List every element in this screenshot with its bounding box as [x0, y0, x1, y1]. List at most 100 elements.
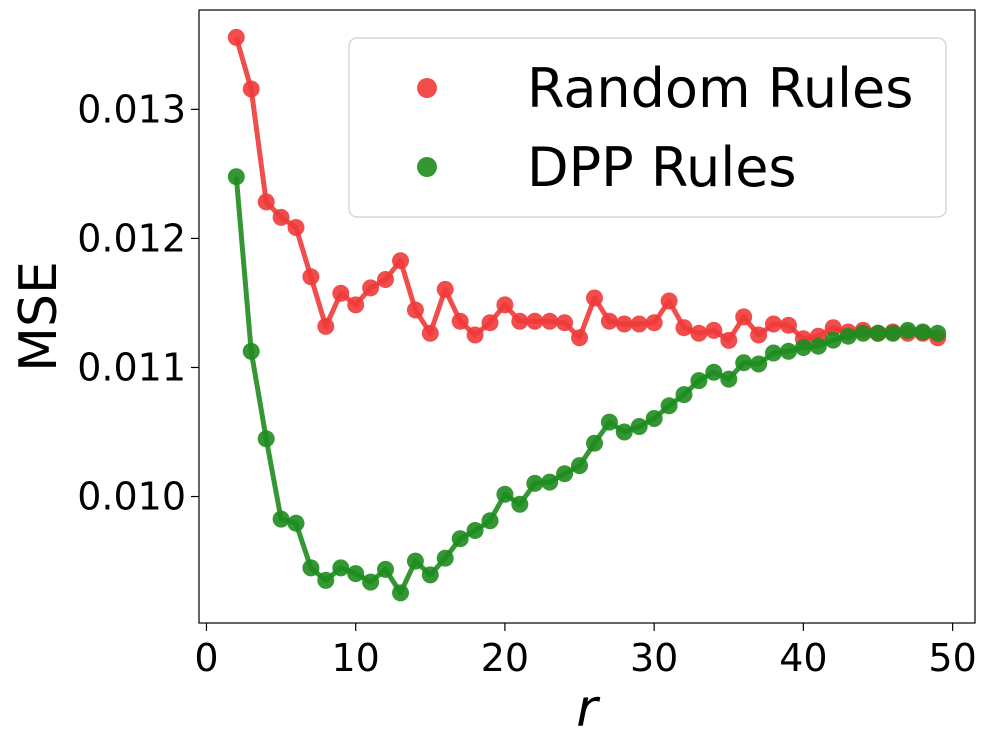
x-tick-label: 50: [928, 636, 976, 680]
dpp-rules-point: [884, 324, 902, 342]
random-rules-point: [720, 331, 738, 349]
random-rules-point: [317, 317, 335, 335]
dpp-rules-point: [780, 342, 797, 360]
dpp-rules-point: [765, 344, 782, 362]
legend-label-random-rules: Random Rules: [527, 57, 913, 120]
dpp-rules-point: [227, 168, 245, 186]
dpp-rules-point: [630, 418, 648, 435]
dpp-rules-point: [645, 410, 663, 427]
dpp-rules-point: [377, 560, 394, 578]
dpp-rules-point: [362, 573, 380, 591]
random-rules-point: [406, 301, 424, 319]
dpp-rules-point: [615, 423, 633, 441]
random-rules-point: [496, 296, 514, 314]
dpp-rules-point: [332, 559, 350, 577]
legend: Random Rules DPP Rules: [348, 37, 947, 218]
random-rules-point: [347, 296, 365, 314]
dpp-rules-point: [824, 331, 842, 349]
x-axis-title: r: [576, 679, 601, 739]
dpp-rules-point: [586, 434, 603, 452]
dpp-rules-point: [556, 465, 574, 483]
legend-marker-dpp-rules: [417, 157, 437, 177]
dpp-rules-point: [899, 321, 917, 339]
random-rules-point: [645, 314, 663, 332]
random-rules-point: [526, 312, 544, 330]
random-rules-point: [556, 314, 574, 332]
random-rules-point: [332, 284, 350, 302]
dpp-rules-point: [839, 327, 857, 345]
dpp-rules-point: [496, 485, 514, 503]
random-rules-point: [765, 315, 782, 333]
random-rules-point: [257, 193, 275, 211]
dpp-rules-point: [272, 510, 290, 528]
dpp-rules-point: [794, 339, 812, 356]
dpp-rules-point: [929, 324, 947, 342]
series-layer: [227, 28, 947, 602]
y-tick-label: 0.010: [77, 475, 186, 519]
y-tick-label: 0.013: [77, 87, 186, 131]
y-axis-title: MSE: [9, 261, 69, 372]
dpp-rules-point: [720, 370, 738, 388]
legend-marker-random-rules: [417, 78, 437, 98]
random-rules-point: [705, 321, 723, 339]
x-tick-label: 40: [779, 636, 827, 680]
random-rules-point: [242, 80, 260, 98]
legend-box: [348, 37, 947, 218]
dpp-rules-line: [233, 176, 938, 596]
dpp-rules-point: [436, 549, 454, 567]
random-rules-point: [541, 312, 559, 330]
random-rules-point: [600, 312, 618, 330]
random-rules-point: [511, 312, 529, 330]
dpp-rules-point: [690, 372, 708, 390]
dpp-rules-point: [392, 584, 409, 602]
random-rules-point: [660, 292, 678, 310]
dpp-rules-point: [705, 363, 723, 381]
random-rules-point: [287, 219, 305, 236]
dpp-rules-point: [406, 552, 424, 570]
random-rules-point: [690, 324, 708, 342]
random-rules-point: [586, 289, 603, 307]
x-tick-label: 20: [481, 636, 529, 680]
dpp-rules-point: [242, 342, 260, 360]
random-rules-point: [451, 312, 469, 330]
dpp-rules-point: [541, 473, 559, 491]
dpp-rules-point: [347, 565, 365, 583]
dpp-rules-point: [257, 430, 275, 448]
random-rules-point: [750, 326, 768, 344]
dpp-rules-point: [287, 514, 305, 532]
dpp-rules-point: [750, 355, 768, 373]
random-rules-point: [735, 308, 753, 326]
random-rules-point: [421, 324, 439, 342]
x-tick-label: 10: [332, 636, 380, 680]
legend-label-dpp-rules: DPP Rules: [527, 136, 797, 199]
random-rules-point: [675, 319, 693, 337]
dpp-rules-point: [660, 397, 678, 415]
random-rules-point: [272, 208, 290, 226]
y-tick-label: 0.011: [77, 345, 186, 389]
random-rules-point: [824, 319, 842, 337]
dpp-rules-point: [854, 324, 872, 342]
random-rules-point: [481, 314, 499, 332]
x-tick-label: 0: [194, 636, 218, 680]
dpp-rules-point: [869, 324, 887, 342]
dpp-rules-point: [317, 571, 335, 589]
plot-area-frame: [198, 9, 976, 624]
random-rules-point: [302, 268, 320, 286]
dpp-rules-point: [511, 495, 529, 513]
random-rules-point: [615, 315, 633, 333]
dpp-rules-point: [526, 474, 544, 492]
dpp-rules-point: [914, 323, 932, 341]
x-tick-label: 30: [630, 636, 678, 680]
random-rules-point: [377, 271, 394, 288]
dpp-rules-point: [675, 386, 693, 404]
random-rules-point: [392, 252, 409, 270]
dpp-rules-point: [451, 530, 469, 548]
dpp-rules-point: [302, 559, 320, 577]
dpp-rules-point: [466, 522, 484, 539]
dpp-rules-point: [735, 354, 753, 372]
y-tick-label: 0.012: [77, 216, 186, 260]
dpp-rules-point: [571, 457, 588, 475]
random-rules-point: [630, 315, 648, 333]
random-rules-point: [362, 279, 380, 297]
